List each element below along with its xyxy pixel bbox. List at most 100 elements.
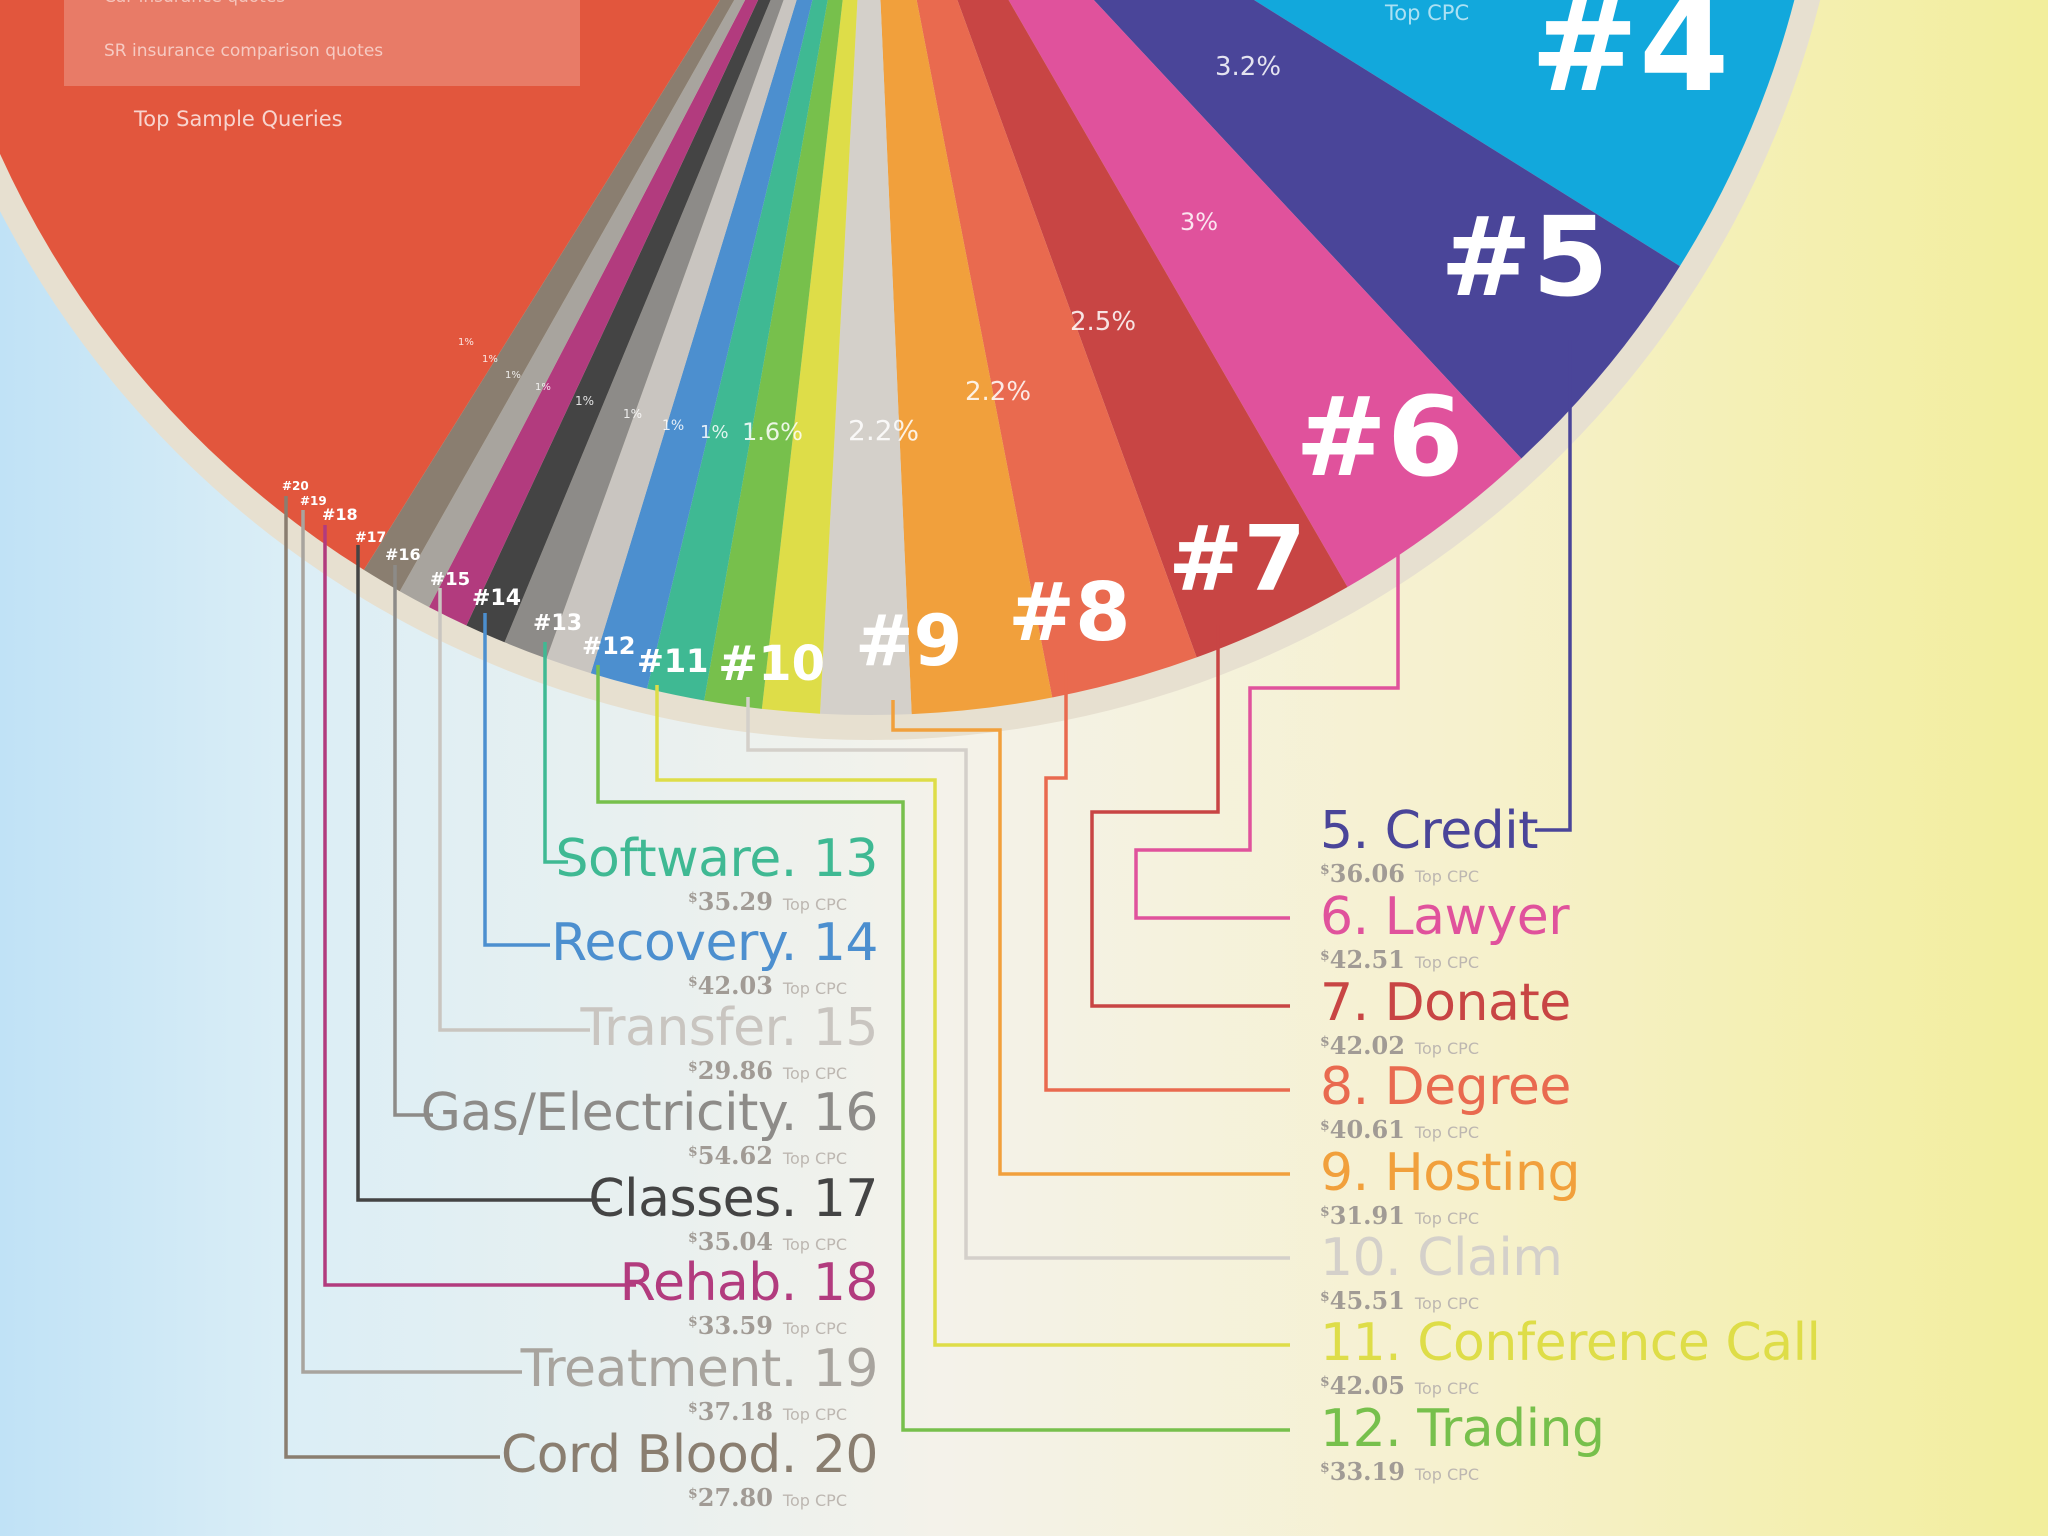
slice-insurance	[0, 0, 721, 570]
slice-percent-label: 2.2%	[848, 414, 919, 447]
category-label: Cord Blood. 20	[501, 1425, 878, 1485]
top-cpc-value: $40.61 Top CPC	[1320, 1115, 1479, 1144]
slice-rank-number: #7	[1168, 507, 1306, 612]
sample-query: SR insurance comparison quotes	[104, 41, 383, 61]
top-cpc-value: $42.02 Top CPC	[1320, 1031, 1479, 1060]
category-label: Treatment. 19	[520, 1339, 878, 1399]
slice-rank-18	[429, 0, 759, 626]
category-label: 9. Hosting	[1320, 1143, 1580, 1203]
category-label: Software. 13	[556, 829, 878, 889]
leader-line	[1134, 520, 1400, 920]
slice-rank-number: #6	[1295, 373, 1464, 501]
slice-rank-number: #17	[355, 530, 386, 546]
top-cpc-caption: Top CPC	[1384, 1, 1469, 25]
slice-rank-number: #4	[1530, 0, 1729, 121]
top-cpc-value: $33.19 Top CPC	[1320, 1457, 1479, 1486]
slice-rank-number: #12	[582, 632, 636, 660]
category-label: Rehab. 18	[620, 1253, 878, 1313]
category-label: 7. Donate	[1320, 973, 1571, 1033]
leader-line	[596, 665, 1290, 1432]
leader-line	[301, 510, 522, 1374]
slice-rank-number: #13	[533, 611, 582, 636]
slice-percent-label: 1%	[535, 382, 551, 393]
slice-rank-4	[1254, 0, 1795, 267]
slice-percent-label: 1%	[700, 422, 729, 443]
top-cpc-value: $33.59 Top CPC	[688, 1311, 847, 1340]
top-cpc-value: $27.80 Top CPC	[688, 1483, 847, 1512]
leader-line	[746, 697, 1290, 1260]
top-queries-box	[64, 0, 580, 86]
slice-percent-label: 1%	[662, 418, 684, 434]
slice-percent-label: 3.2%	[1215, 52, 1281, 82]
pie-chart: #4#5#6#7#8#9#10#11#12#13#14#15#16#17#18#…	[0, 0, 1820, 740]
category-label: 12. Trading	[1320, 1399, 1605, 1459]
category-label: Gas/Electricity. 16	[421, 1083, 878, 1143]
leader-line	[483, 613, 550, 947]
top-cpc-value: $45.51 Top CPC	[1320, 1286, 1479, 1315]
slice-percent-label: 1%	[575, 394, 594, 408]
slice-rank-7	[957, 0, 1348, 658]
leader-line	[543, 642, 568, 864]
slice-rank-16	[504, 0, 784, 659]
top-cpc-value: $54.62 Top CPC	[688, 1141, 847, 1170]
top-cpc-value: $42.51 Top CPC	[1320, 945, 1479, 974]
category-label: 5. Credit	[1320, 801, 1538, 861]
top-cpc-value: $42.05 Top CPC	[1320, 1371, 1479, 1400]
slice-rank-19	[399, 0, 746, 608]
slice-percent-label: 3%	[1180, 208, 1218, 236]
slice-rank-number: #9	[855, 600, 962, 682]
slice-rank-17	[466, 0, 771, 643]
slice-rank-number: #19	[300, 494, 327, 508]
slice-rank-number: #16	[385, 545, 421, 564]
slice-percent-label: 1%	[458, 337, 474, 348]
leader-line	[284, 496, 500, 1459]
leader-line	[1535, 340, 1572, 832]
slice-rank-number: #5	[1440, 193, 1609, 321]
top-cpc-value: $29.86 Top CPC	[688, 1056, 847, 1085]
category-label: Transfer. 15	[579, 998, 878, 1058]
category-label: 6. Lawyer	[1320, 887, 1570, 947]
slice-percent-label: 1%	[623, 407, 642, 421]
slice-rank-5	[1093, 0, 1680, 459]
leader-line	[1090, 625, 1290, 1008]
leader-line	[393, 565, 433, 1117]
top-cpc-value: $42.03 Top CPC	[688, 971, 847, 1000]
category-label: Classes. 17	[588, 1169, 878, 1229]
slice-rank-number: #10	[718, 636, 825, 692]
slice-percent-label: 2.5%	[1070, 307, 1136, 337]
slice-rank-11	[761, 0, 858, 714]
slice-rank-number: #8	[1008, 566, 1131, 659]
leader-line	[891, 700, 1290, 1176]
leader-line	[323, 525, 636, 1287]
category-label: 10. Claim	[1320, 1228, 1562, 1288]
top-cpc-value: $35.04 Top CPC	[688, 1227, 847, 1256]
top-cpc-value: $35.29 Top CPC	[688, 887, 847, 916]
slice-percent-label: 1.6%	[742, 418, 803, 446]
leader-line	[655, 685, 1290, 1347]
top-sample-queries-caption: Top Sample Queries	[133, 107, 343, 131]
slice-percent-label: 2.2%	[965, 377, 1031, 407]
sample-query: Car insurance quotes	[104, 0, 285, 7]
slice-rank-number: #20	[282, 479, 309, 493]
insurance-slice-header: Car insurance quotes SR insurance compari…	[64, 0, 1469, 131]
leader-line	[438, 588, 590, 1032]
slice-rank-number: #15	[430, 569, 470, 590]
slice-percent-label: 1%	[505, 370, 521, 381]
slice-percent-label: 1%	[482, 354, 498, 365]
slice-rank-14	[590, 0, 813, 689]
top-cpc-value: $36.06 Top CPC	[1320, 859, 1479, 888]
slice-rank-8	[916, 0, 1197, 698]
category-label: 8. Degree	[1320, 1057, 1571, 1117]
leader-line	[356, 545, 610, 1202]
slice-rank-15	[546, 0, 797, 674]
slice-rank-12	[704, 0, 843, 709]
leader-line	[1044, 670, 1290, 1092]
slice-rank-6	[1008, 0, 1522, 588]
slice-rank-number: #11	[637, 642, 708, 680]
top-cpc-value: $31.91 Top CPC	[1320, 1201, 1479, 1230]
leader-lines	[284, 340, 1572, 1459]
category-label: Recovery. 14	[551, 913, 878, 973]
category-label: 11. Conference Call	[1320, 1313, 1820, 1373]
